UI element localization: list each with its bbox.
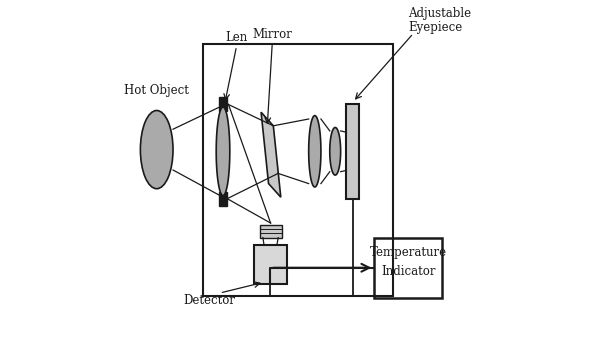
Text: Len: Len bbox=[225, 31, 248, 44]
Text: Temperature: Temperature bbox=[370, 246, 447, 259]
Bar bbox=[374, 238, 442, 298]
Text: Eyepiece: Eyepiece bbox=[409, 21, 462, 34]
Bar bbox=[259, 225, 282, 238]
Text: Indicator: Indicator bbox=[381, 266, 435, 278]
Text: Hot Object: Hot Object bbox=[124, 84, 189, 97]
Bar bbox=[219, 192, 227, 206]
Polygon shape bbox=[261, 112, 281, 197]
Polygon shape bbox=[216, 107, 230, 195]
Text: Detector: Detector bbox=[183, 294, 235, 307]
Polygon shape bbox=[330, 128, 341, 175]
Bar bbox=[202, 44, 393, 296]
Polygon shape bbox=[308, 116, 321, 187]
Bar bbox=[255, 245, 286, 284]
Text: Mirror: Mirror bbox=[252, 28, 292, 41]
Bar bbox=[219, 97, 227, 110]
Ellipse shape bbox=[140, 110, 173, 189]
Bar bbox=[346, 104, 359, 199]
Text: Adjustable: Adjustable bbox=[409, 7, 471, 20]
